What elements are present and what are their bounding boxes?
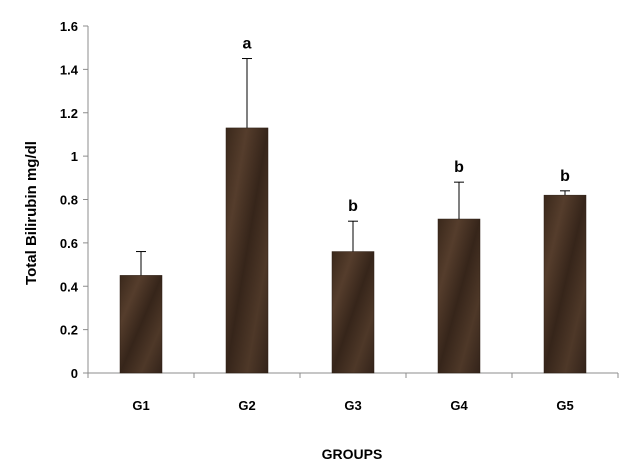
- x-tick-label: G5: [556, 398, 573, 413]
- y-tick-label: 0: [71, 366, 78, 381]
- bar-g4: [437, 218, 481, 374]
- significance-label: a: [243, 36, 252, 53]
- plot-area: 0 0.2 0.4 0.6 0.8 1 1.2 1.4 1.6 G1 a G2 b G3 b G4 b G5: [60, 19, 619, 413]
- significance-label: b: [454, 159, 464, 176]
- y-axis-title: Total Bilirubin mg/dl: [23, 141, 40, 285]
- y-tick-label: 0.4: [60, 279, 79, 294]
- x-tick-label: G3: [344, 398, 361, 413]
- bar-g1: [119, 275, 163, 374]
- significance-label: b: [348, 198, 358, 215]
- x-tick-label: G1: [132, 398, 149, 413]
- significance-label: b: [560, 168, 570, 185]
- y-tick-label: 0.2: [60, 323, 78, 338]
- x-tick-label: G4: [450, 398, 468, 413]
- y-tick-label: 1.6: [60, 19, 78, 34]
- x-axis-title: GROUPS: [322, 446, 383, 462]
- x-tick-label: G2: [238, 398, 255, 413]
- y-tick-label: 0.6: [60, 236, 78, 251]
- bar-g2: [225, 127, 269, 374]
- y-tick-label: 1.4: [60, 62, 79, 77]
- bar-g5: [543, 194, 587, 374]
- bar-g3: [331, 251, 375, 374]
- y-tick-label: 1: [71, 149, 78, 164]
- y-tick-label: 0.8: [60, 193, 78, 208]
- y-tick-label: 1.2: [60, 106, 78, 121]
